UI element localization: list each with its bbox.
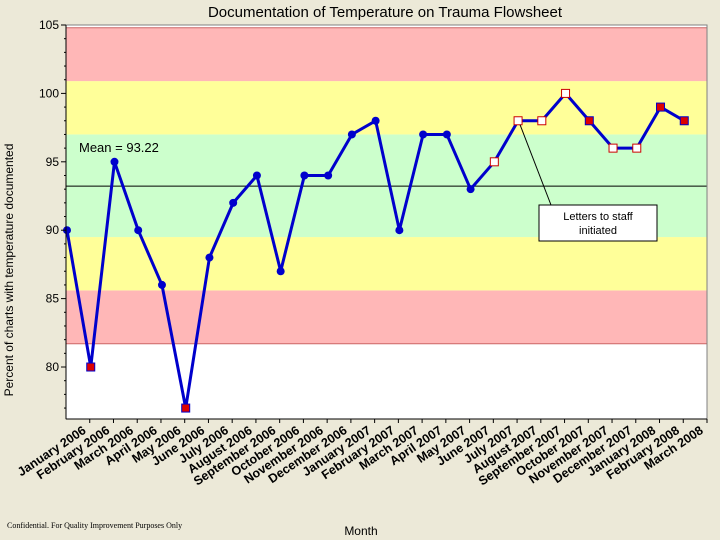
y-axis: 80 85 90 95 100 105 <box>39 18 67 419</box>
data-point-open <box>513 116 523 126</box>
data-point <box>347 130 356 139</box>
data-point-flagged <box>584 116 594 126</box>
data-point-flagged <box>86 362 96 372</box>
data-point <box>157 280 166 289</box>
annotation-pointer <box>519 124 552 206</box>
data-point <box>442 130 451 139</box>
y-tick-label: 95 <box>46 155 60 169</box>
zone-band-4 <box>66 27 707 82</box>
annotation-box <box>538 204 658 242</box>
data-point <box>466 185 475 194</box>
data-point <box>63 226 71 235</box>
data-point-open <box>632 143 642 153</box>
x-axis-label: Month <box>344 524 377 538</box>
data-point <box>134 226 143 235</box>
confidential-note: Confidential. For Quality Improvement Pu… <box>7 521 182 530</box>
data-point <box>252 171 261 180</box>
data-point <box>229 198 238 207</box>
annotation-callout: Letters to staff initiated <box>519 124 658 242</box>
data-point-open <box>561 88 571 98</box>
data-point-flagged <box>679 116 689 126</box>
data-point-open <box>489 157 499 167</box>
zone-band-1 <box>66 237 707 291</box>
data-point-flagged <box>656 102 666 112</box>
data-point <box>110 157 119 166</box>
data-point-open <box>608 143 618 153</box>
data-point <box>371 116 380 125</box>
data-point <box>300 171 309 180</box>
data-point <box>395 226 404 235</box>
data-point <box>419 130 428 139</box>
data-point <box>276 267 285 276</box>
y-tick-label: 90 <box>46 223 60 237</box>
data-point-open <box>537 116 547 126</box>
data-point <box>205 253 214 262</box>
y-tick-label: 100 <box>39 86 59 100</box>
mean-label: Mean = 93.22 <box>79 140 159 155</box>
chart-title: Documentation of Temperature on Trauma F… <box>208 4 563 21</box>
zone-band-3 <box>66 81 707 135</box>
y-tick-label: 80 <box>46 360 60 374</box>
annotation-line-1: Letters to staff <box>563 211 633 223</box>
y-tick-label: 85 <box>46 292 60 306</box>
data-point-flagged <box>181 403 191 413</box>
data-point <box>324 171 333 180</box>
annotation-line-2: initiated <box>579 225 617 237</box>
zone-band-0 <box>66 290 707 344</box>
y-tick-label: 105 <box>39 18 59 32</box>
y-axis-label: Percent of charts with temperature docum… <box>2 144 16 397</box>
